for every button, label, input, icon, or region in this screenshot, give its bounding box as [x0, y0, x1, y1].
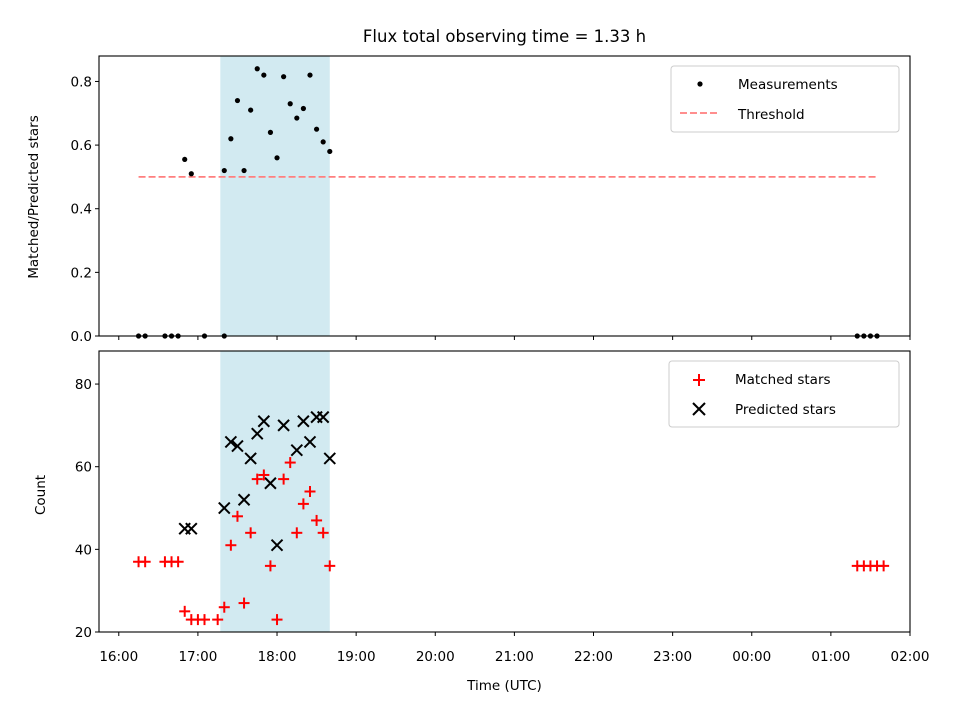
predicted-stars-point [270, 539, 284, 552]
predicted-stars-point [297, 415, 310, 428]
legend-matched-marker [693, 374, 705, 386]
predicted-stars-point [264, 477, 277, 490]
legend-predicted-marker [692, 402, 706, 416]
matched-stars-point [218, 601, 230, 613]
bottom-y-tick-label: 40 [75, 542, 92, 558]
matched-stars-point [291, 527, 303, 539]
predicted-stars-point [224, 435, 238, 449]
x-tick-label: 18:00 [258, 649, 297, 665]
bottom-y-tick-label: 20 [75, 625, 92, 641]
matched-stars-point [317, 527, 329, 539]
matched-stars-point [311, 514, 323, 526]
top-legend: Measurements Threshold [670, 65, 900, 133]
measurement-point [300, 105, 306, 112]
matched-stars-point [179, 605, 191, 617]
matched-stars-point [264, 560, 276, 572]
predicted-stars-point [218, 501, 231, 515]
matched-stars-point [878, 560, 890, 572]
bottom-y-axis-label: Count [33, 475, 49, 515]
measurement-point [254, 66, 260, 72]
predicted-stars-point [323, 452, 336, 465]
top-plot-frame [98, 55, 911, 337]
legend-threshold-label: Threshold [737, 107, 805, 123]
x-tick-label: 02:00 [891, 649, 930, 665]
bottom-legend: Matched stars Predicted stars [668, 360, 900, 428]
predicted-stars-point [303, 435, 317, 449]
matched-stars-point [139, 556, 151, 568]
x-tick-label: 19:00 [337, 649, 376, 665]
matched-stars-point [238, 597, 250, 609]
x-tick-label: 23:00 [653, 649, 692, 665]
predicted-stars-point [290, 443, 304, 457]
predicted-stars-point [231, 439, 244, 453]
bottom-panel: 20 40 60 80 16:00 17:00 18:00 19:00 20:00 21:00 22… [75, 350, 930, 665]
measurement-point [327, 148, 333, 155]
measurement-point [182, 156, 188, 163]
matched-stars-point [297, 498, 309, 510]
measurement-point [234, 97, 241, 104]
matched-stars-point [245, 527, 257, 539]
top-y-tick-label: 0.8 [71, 74, 92, 90]
top-y-axis-label: Matched/Predicted stars [26, 115, 42, 278]
measurement-point [267, 129, 274, 135]
legend-predicted-label: Predicted stars [735, 402, 836, 418]
predicted-stars-point [237, 493, 251, 506]
top-y-tick-label: 0.4 [71, 202, 92, 218]
top-panel: 0.0 0.2 0.4 0.6 0.8 [71, 55, 911, 345]
measurement-point [320, 139, 326, 145]
bottom-legend-box [668, 360, 900, 428]
measurement-point [241, 167, 247, 174]
measurement-point [294, 115, 300, 121]
matched-stars-point [198, 614, 210, 626]
matched-stars-point [278, 473, 290, 485]
legend-measurement-marker [697, 81, 703, 87]
matched-stars-point [284, 457, 296, 469]
matched-stars-point [172, 556, 184, 568]
x-tick-label: 16:00 [99, 649, 138, 665]
matched-stars-point [258, 469, 270, 481]
measurement-point [313, 126, 320, 132]
x-tick-label: 01:00 [811, 649, 850, 665]
top-shaded-span [220, 56, 330, 336]
measurement-point [287, 101, 293, 107]
bottom-y-tick-label: 80 [75, 377, 92, 393]
matched-stars-point [324, 560, 336, 572]
legend-measurements-label: Measurements [738, 77, 838, 93]
x-tick-label: 20:00 [416, 649, 455, 665]
measurement-point [274, 155, 280, 161]
matched-stars-point [251, 473, 263, 485]
x-tick-label: 21:00 [495, 649, 534, 665]
legend-matched-label: Matched stars [735, 372, 831, 388]
measurement-point [221, 167, 227, 174]
x-tick-label: 17:00 [178, 649, 217, 665]
predicted-stars-point [244, 452, 257, 465]
measurement-point [248, 107, 254, 113]
chart-title: Flux total observing time = 1.33 h [363, 27, 646, 46]
x-tick-label: 22:00 [574, 649, 613, 665]
matched-stars-point [231, 510, 243, 522]
predicted-stars-point [316, 410, 330, 424]
matched-stars-point [304, 486, 316, 497]
top-y-tick-label: 0.0 [71, 329, 92, 345]
matched-stars-point [225, 539, 237, 551]
bottom-y-tick-label: 60 [75, 460, 92, 476]
measurement-point [281, 74, 287, 80]
matched-stars-point [212, 614, 224, 626]
predicted-stars-point [185, 522, 198, 535]
measurement-point [228, 136, 234, 142]
x-axis-label: Time (UTC) [466, 678, 542, 694]
top-legend-box [670, 65, 900, 133]
measurement-point [261, 72, 267, 78]
top-y-tick-label: 0.6 [71, 138, 92, 154]
top-y-tick-label: 0.2 [71, 265, 92, 281]
measurement-point [307, 72, 313, 78]
x-tick-label: 00:00 [732, 649, 771, 665]
predicted-stars-point [257, 415, 271, 428]
predicted-stars-point [277, 419, 290, 432]
predicted-stars-point [251, 427, 264, 440]
measurement-point [188, 171, 194, 177]
bottom-plot-frame [98, 350, 911, 633]
matched-stars-point [271, 614, 283, 626]
